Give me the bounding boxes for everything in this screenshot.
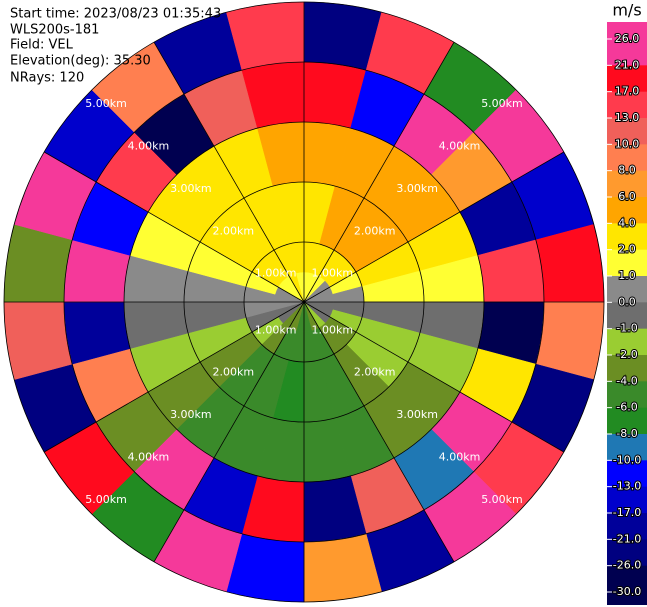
colorbar-segment <box>607 486 647 514</box>
colorbar-label: -1.0 <box>616 322 637 335</box>
spoke <box>153 301 305 563</box>
colorbar-segment <box>607 407 647 435</box>
colorbar-segment <box>607 65 647 93</box>
colorbar-label: 4.0 <box>618 216 636 229</box>
colorbar-segment <box>607 170 647 198</box>
colorbar-segment <box>607 249 647 277</box>
colorbar-segment <box>607 144 647 172</box>
colorbar-segment <box>607 39 647 66</box>
colorbar-segment <box>607 223 647 251</box>
ring-label: 4.00km <box>128 451 170 464</box>
colorbar-label: -6.0 <box>616 401 637 414</box>
colorbar-segment <box>607 355 647 382</box>
colorbar-label: -21.0 <box>613 532 641 545</box>
ring-label: 1.00km <box>311 323 353 336</box>
colorbar-segment <box>607 434 647 461</box>
range-ring <box>123 121 485 483</box>
range-ring <box>243 241 365 363</box>
colorbar-label: 1.0 <box>618 269 636 282</box>
ring-label: 5.00km <box>85 493 127 506</box>
colorbar-label: 26.0 <box>615 32 640 45</box>
ring-label: 1.00km <box>311 267 353 280</box>
ring-label: 1.00km <box>255 267 297 280</box>
spoke <box>43 151 305 303</box>
spoke <box>303 301 455 563</box>
range-overlay: 1.00km 1.00km 1.00km 1.00km 2.00km 2.00km 2.00… <box>3 1 605 603</box>
colorbar-label: -8.0 <box>616 427 637 440</box>
ring-label: 4.00km <box>439 139 481 152</box>
header-line: Field: VEL <box>10 38 74 53</box>
ring-label: 2.00km <box>354 366 396 379</box>
colorbar: 26.0 21.0 17.0 13.0 10.0 8.0 6.0 4.0 2.0 1.0 0.0 -1… <box>607 1 647 605</box>
ring-label: 3.00km <box>396 182 438 195</box>
ring-label: 4.00km <box>439 451 481 464</box>
header: Start time: 2023/08/23 01:35:43WLS200s-1… <box>10 7 221 86</box>
spoke <box>303 41 455 303</box>
ring-label: 1.00km <box>255 323 297 336</box>
colorbar-label: -13.0 <box>613 480 641 493</box>
colorbar-cap <box>607 592 647 605</box>
range-ring <box>63 61 545 543</box>
ring-label: 5.00km <box>85 97 127 110</box>
colorbar-label: 8.0 <box>618 164 636 177</box>
colorbar-segment <box>607 91 647 119</box>
colorbar-cap <box>607 22 647 39</box>
spoke <box>303 151 565 303</box>
colorbar-label: -17.0 <box>613 506 641 519</box>
range-ring <box>3 1 605 603</box>
header-line: NRays: 120 <box>10 71 84 86</box>
ring-label: 3.00km <box>170 408 212 421</box>
ring-label: 3.00km <box>170 182 212 195</box>
header-line: Start time: 2023/08/23 01:35:43 <box>10 7 221 22</box>
colorbar-label: -4.0 <box>616 374 637 387</box>
colorbar-segment <box>607 565 647 593</box>
ring-label: 5.00km <box>481 493 523 506</box>
colorbar-label: -30.0 <box>613 585 641 598</box>
colorbar-segment <box>607 302 647 330</box>
colorbar-unit: m/s <box>612 1 641 20</box>
header-line: Elevation(deg): 35.30 <box>10 54 151 69</box>
colorbar-segment <box>607 328 647 356</box>
spoke <box>303 301 565 453</box>
colorbar-segment <box>607 118 647 145</box>
colorbar-segment <box>607 276 647 303</box>
colorbar-segment <box>607 460 647 488</box>
colorbar-segment <box>607 381 647 409</box>
ring-label: 4.00km <box>128 139 170 152</box>
colorbar-label: 13.0 <box>615 111 640 124</box>
velocity-field <box>3 1 605 603</box>
ring-label: 2.00km <box>354 224 396 237</box>
colorbar-label: 10.0 <box>615 137 640 150</box>
colorbar-label: -10.0 <box>613 453 641 466</box>
colorbar-segment <box>607 197 647 224</box>
colorbar-label: 17.0 <box>615 85 640 98</box>
colorbar-segment <box>607 513 647 540</box>
colorbar-label: 0.0 <box>618 295 636 308</box>
colorbar-segment <box>607 539 647 567</box>
ring-label: 2.00km <box>213 224 255 237</box>
ring-label: 3.00km <box>396 408 438 421</box>
ring-label: 5.00km <box>481 97 523 110</box>
spoke <box>153 41 305 303</box>
header-line: WLS200s-181 <box>10 23 99 38</box>
colorbar-label: 21.0 <box>615 58 640 71</box>
spoke <box>43 301 305 453</box>
colorbar-label: -2.0 <box>616 348 637 361</box>
colorbar-label: -26.0 <box>613 559 641 572</box>
colorbar-label: 6.0 <box>618 190 636 203</box>
range-ring <box>183 181 425 423</box>
colorbar-label: 2.0 <box>618 243 636 256</box>
ring-label: 2.00km <box>213 366 255 379</box>
